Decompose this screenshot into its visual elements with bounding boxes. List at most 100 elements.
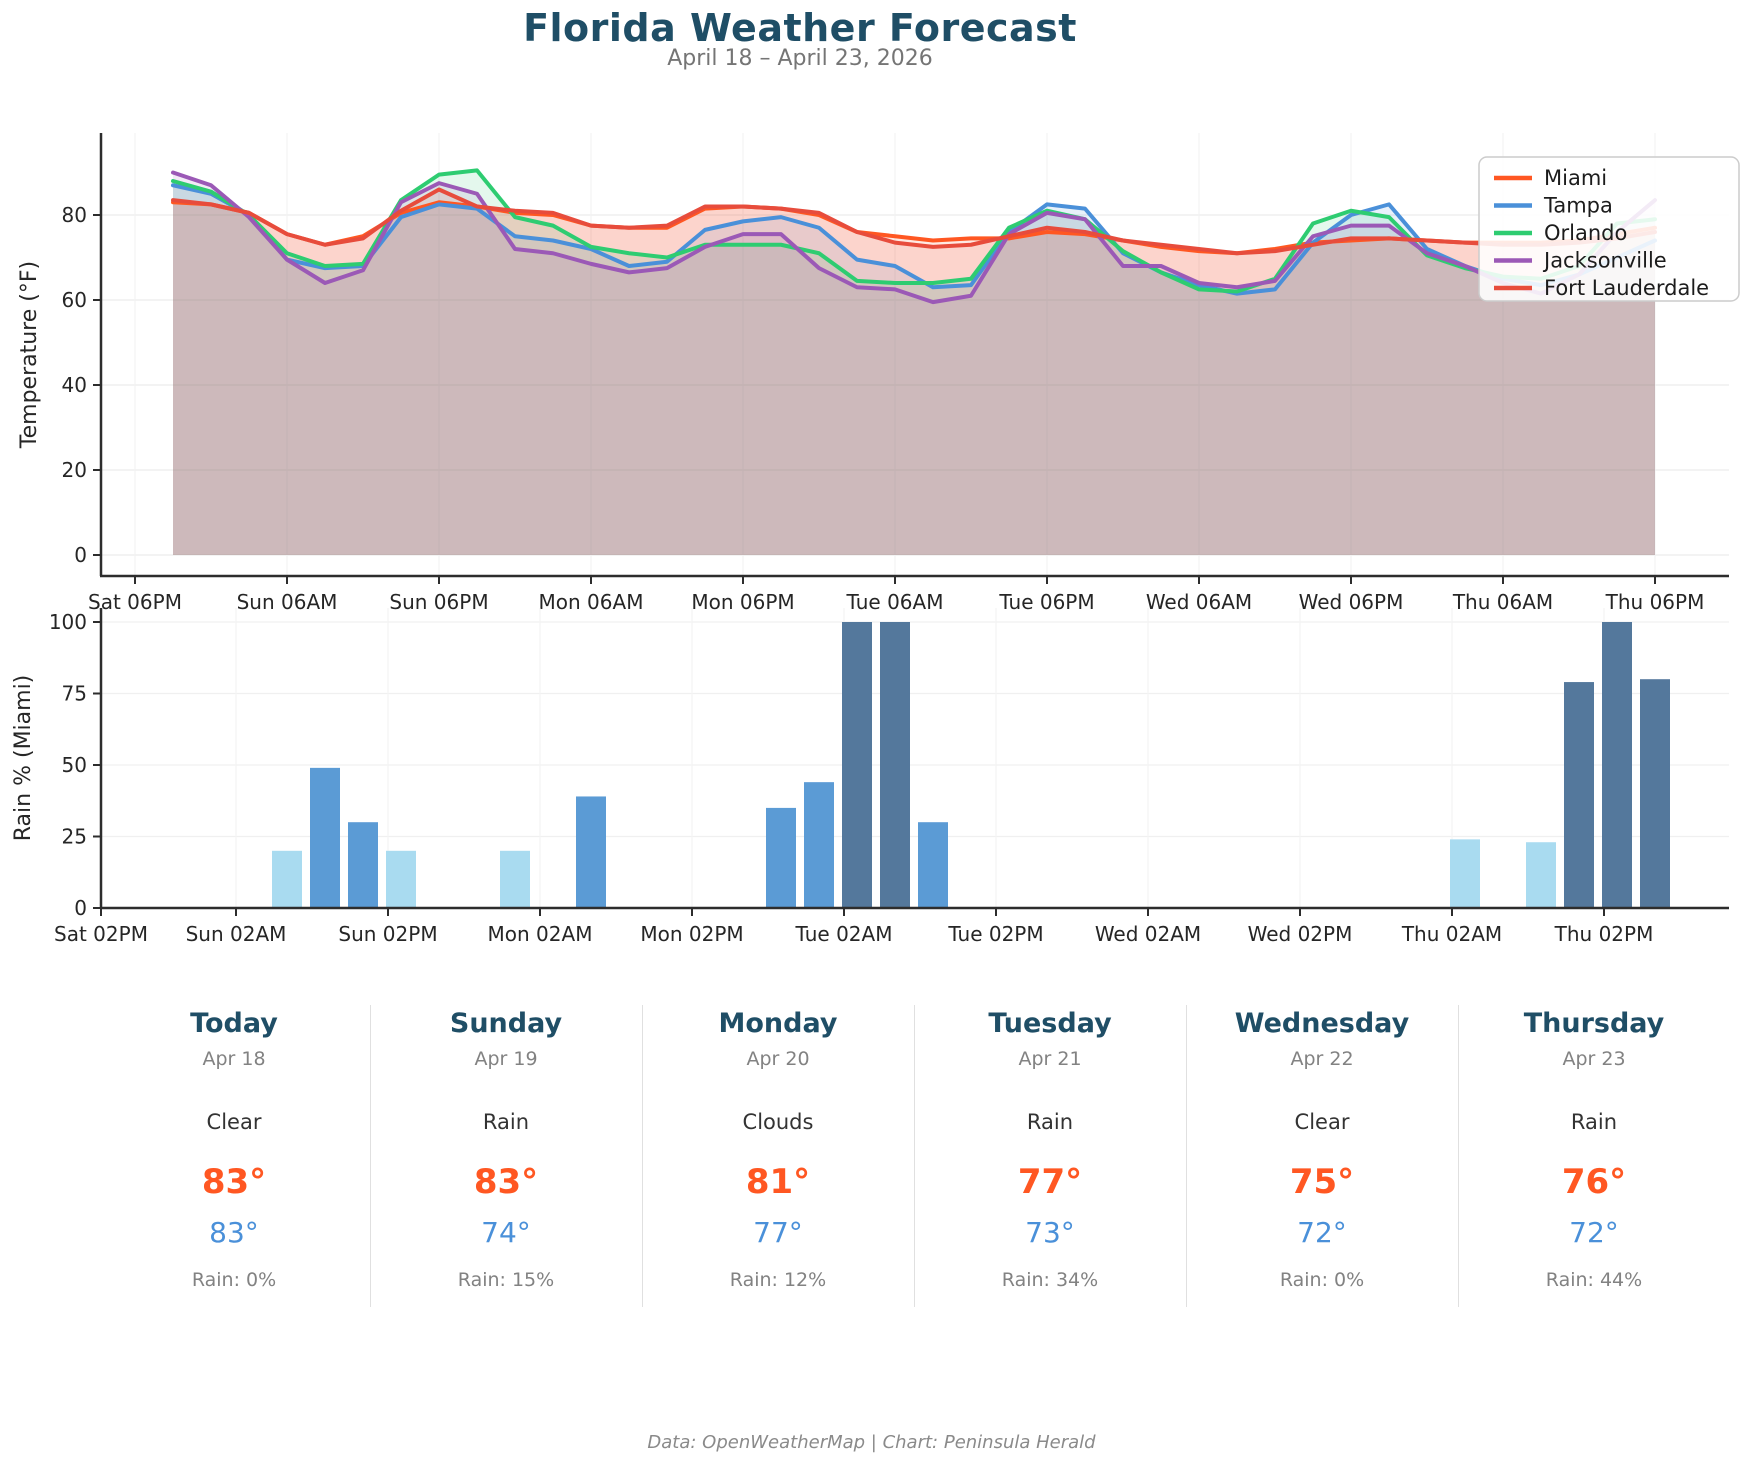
rain-bar-37 [1564, 682, 1594, 908]
card-condition: Rain [1570, 1110, 1618, 1134]
rain-bar-16 [766, 807, 796, 908]
card-divider [1186, 1005, 1187, 1307]
card-low-temp: 73° [1025, 1216, 1075, 1249]
forecast-card-monday: Monday Apr 20 Clouds 81° 77° Rain: 12% [642, 1008, 914, 1291]
svg-text:20: 20 [62, 458, 87, 482]
svg-text:Mon 06AM: Mon 06AM [539, 590, 644, 614]
svg-text:Tue 06PM: Tue 06PM [998, 590, 1094, 614]
area-miami [173, 202, 1655, 555]
card-high-temp: 75° [1289, 1162, 1355, 1202]
legend: Miami Tampa Orlando Jacksonville Fort Lauder… [1478, 156, 1740, 302]
svg-text:Fort Lauderdale: Fort Lauderdale [1544, 276, 1709, 300]
card-day: Thursday [1523, 1008, 1665, 1039]
rain-bar-3 [272, 850, 302, 908]
card-date: Apr 19 [474, 1048, 538, 1070]
card-rain-chance: Rain: 0% [191, 1269, 277, 1291]
svg-text:Thu 06PM: Thu 06PM [1605, 590, 1705, 614]
card-day: Sunday [449, 1008, 563, 1039]
card-high-temp: 77° [1017, 1162, 1083, 1202]
svg-text:Sun 06PM: Sun 06PM [389, 590, 488, 614]
card-rain-chance: Rain: 15% [457, 1269, 555, 1291]
card-date: Apr 18 [202, 1048, 266, 1070]
rain-chart: 0 25 50 75 100 Sat 02PM Sun 02AM Sun 02PM Mon 02… [11, 608, 1729, 946]
svg-text:Wed 02AM: Wed 02AM [1095, 922, 1201, 946]
svg-text:Wed 02PM: Wed 02PM [1248, 922, 1353, 946]
svg-text:80: 80 [62, 203, 87, 227]
svg-text:Miami: Miami [1544, 166, 1607, 190]
svg-text:Wed 06AM: Wed 06AM [1146, 590, 1252, 614]
card-condition: Rain [1026, 1110, 1074, 1134]
card-divider [370, 1005, 371, 1307]
card-high-temp: 76° [1561, 1162, 1627, 1202]
forecast-card-wednesday: Wednesday Apr 22 Clear 75° 72° Rain: 0% [1186, 1008, 1458, 1291]
svg-text:Orlando: Orlando [1544, 221, 1627, 245]
card-low-temp: 83° [209, 1216, 259, 1249]
legend-entry-jacksonville: Jacksonville [1494, 249, 1667, 273]
card-rain-chance: Rain: 34% [1001, 1269, 1099, 1291]
legend-entry-orlando: Orlando [1494, 221, 1627, 245]
svg-text:Mon 06PM: Mon 06PM [691, 590, 794, 614]
card-day: Wednesday [1234, 1008, 1410, 1039]
card-low-temp: 74° [481, 1216, 531, 1249]
area-jacksonville [173, 172, 1655, 555]
svg-text:Temperature (°F): Temperature (°F) [17, 261, 42, 449]
card-low-temp: 72° [1297, 1216, 1347, 1249]
forecast-card-today: Today Apr 18 Clear 83° 83° Rain: 0% [98, 1008, 370, 1291]
card-low-temp: 77° [753, 1216, 803, 1249]
card-day: Tuesday [988, 1008, 1112, 1039]
svg-text:60: 60 [62, 288, 87, 312]
rain-bar-36 [1526, 842, 1556, 908]
card-date: Apr 22 [1290, 1048, 1354, 1070]
rain-bar-11 [576, 796, 606, 908]
rain-bar-5 [348, 822, 378, 908]
svg-text:0: 0 [74, 543, 87, 567]
svg-text:25: 25 [62, 825, 87, 849]
card-date: Apr 23 [1562, 1048, 1626, 1070]
card-date: Apr 20 [746, 1048, 810, 1070]
legend-entry-fort-lauderdale: Fort Lauderdale [1494, 276, 1709, 300]
card-condition: Clouds [742, 1110, 814, 1134]
svg-text:Mon 02PM: Mon 02PM [640, 922, 743, 946]
rain-bar-6 [386, 850, 416, 908]
svg-text:0: 0 [74, 896, 87, 920]
rain-bar-20 [918, 822, 948, 908]
svg-text:Wed 06PM: Wed 06PM [1299, 590, 1404, 614]
svg-text:Sat 06PM: Sat 06PM [88, 590, 182, 614]
line-fort-lauderdale [171, 187, 1657, 256]
rain-bar-18 [842, 622, 872, 908]
card-high-temp: 81° [745, 1162, 811, 1202]
card-date: Apr 21 [1018, 1048, 1082, 1070]
svg-text:Sun 06AM: Sun 06AM [237, 590, 338, 614]
rain-bar-9 [500, 850, 530, 908]
svg-text:Tue 06AM: Tue 06AM [846, 590, 944, 614]
card-divider [642, 1005, 643, 1307]
rain-bar-19 [880, 622, 910, 908]
rain-bar-39 [1640, 679, 1670, 908]
card-rain-chance: Rain: 0% [1279, 1269, 1365, 1291]
svg-text:Sun 02PM: Sun 02PM [338, 922, 437, 946]
svg-text:Thu 02PM: Thu 02PM [1554, 922, 1654, 946]
page-subtitle: April 18 – April 23, 2026 [667, 46, 933, 71]
svg-text:Tue 02PM: Tue 02PM [947, 922, 1043, 946]
rain-bar-38 [1602, 622, 1632, 908]
svg-text:40: 40 [62, 373, 87, 397]
rain-bar-4 [310, 767, 340, 908]
card-rain-chance: Rain: 44% [1545, 1269, 1643, 1291]
legend-entry-miami: Miami [1494, 166, 1607, 190]
card-high-temp: 83° [473, 1162, 539, 1202]
card-rain-chance: Rain: 12% [729, 1269, 827, 1291]
svg-text:Thu 06AM: Thu 06AM [1452, 590, 1553, 614]
svg-text:50: 50 [62, 753, 87, 777]
card-condition: Clear [1294, 1110, 1350, 1134]
area-fort-lauderdale [173, 189, 1655, 555]
rain-bar-17 [804, 782, 834, 908]
legend-entry-tampa: Tampa [1494, 194, 1613, 218]
line-tampa [171, 183, 1657, 296]
temperature-chart: 0 20 40 60 80 Sat 06PM Sun 06AM Sun 06PM Mon 06A… [17, 133, 1740, 614]
forecast-card-sunday: Sunday Apr 19 Rain 83° 74° Rain: 15% [370, 1008, 642, 1291]
svg-text:Sat 02PM: Sat 02PM [54, 922, 148, 946]
card-divider [1458, 1005, 1459, 1307]
svg-text:Sun 02AM: Sun 02AM [186, 922, 287, 946]
charts-canvas: 0 20 40 60 80 Sat 06PM Sun 06AM Sun 06PM Mon 06A… [11, 133, 1740, 946]
